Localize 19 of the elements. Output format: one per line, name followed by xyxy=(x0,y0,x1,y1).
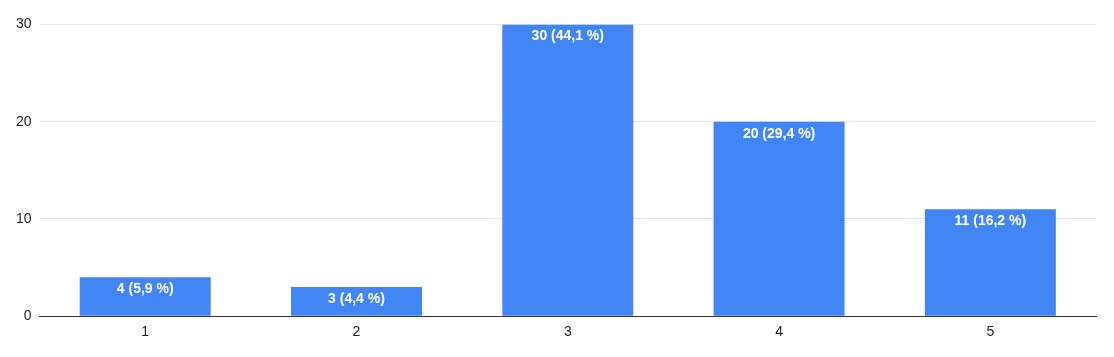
bar xyxy=(291,287,422,316)
data-label: 3 (4,4 %) xyxy=(328,289,385,306)
x-tick-label: 5 xyxy=(986,323,995,340)
data-label: 4 (5,9 %) xyxy=(116,280,174,297)
data-label: 11 (16,2 %) xyxy=(954,212,1027,229)
x-tick-label: 2 xyxy=(352,323,361,340)
bar xyxy=(79,277,211,316)
y-tick-label: 30 xyxy=(15,15,32,32)
y-tick-label: 10 xyxy=(15,209,32,226)
x-tick-label: 3 xyxy=(563,323,572,340)
x-tick-label: 1 xyxy=(141,323,150,340)
x-tick-label: 4 xyxy=(775,323,784,340)
y-tick-label: 20 xyxy=(15,112,32,129)
bar xyxy=(924,209,1056,316)
data-label: 20 (29,4 %) xyxy=(742,124,816,141)
y-tick-label: 0 xyxy=(23,307,32,324)
bar xyxy=(502,24,634,316)
data-label: 30 (44,1 %) xyxy=(531,27,604,44)
bar xyxy=(713,121,845,316)
